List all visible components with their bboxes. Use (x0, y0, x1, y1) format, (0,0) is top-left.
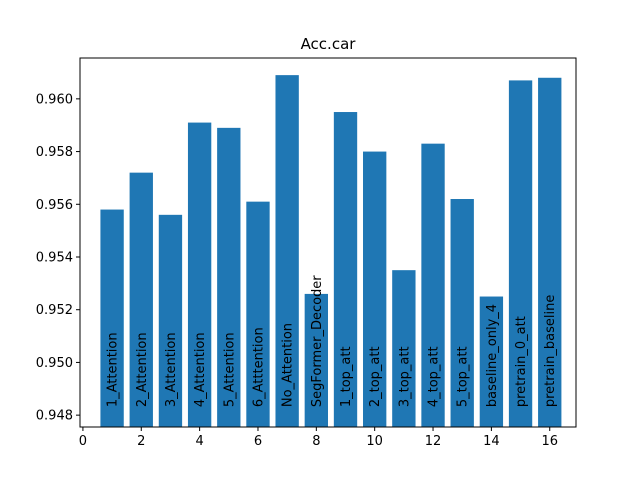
bar-2_Attention (129, 172, 153, 427)
chart-title: Acc.car (301, 35, 357, 53)
x-tick-label-8: 8 (312, 434, 320, 449)
bar-baseline_only_4 (479, 296, 504, 427)
bar-SegFormer_Decoder (304, 293, 328, 427)
bar-5_Attention (217, 127, 241, 427)
x-tick-label-6: 6 (254, 434, 262, 449)
bar-pretrain_0_att (508, 80, 533, 428)
bar-label-3_Attention: 3_Attention (164, 332, 179, 407)
bar-label-baseline_only_4: baseline_only_4 (485, 304, 500, 407)
axes-layer: 0 2 4 6 8 10 12 14 16 0.948 0.950 0.952 0.954 0.956 0.… (36, 57, 577, 449)
bar-6_Atttention (246, 201, 270, 427)
y-tick-label-6: 0.960 (36, 92, 73, 107)
x-tick-label-14: 14 (483, 434, 500, 449)
y-tick-label-3: 0.954 (36, 250, 73, 265)
y-tick-label-0: 0.948 (36, 409, 73, 424)
bar-No_Attention (275, 75, 299, 427)
bar-1_Attention (100, 209, 124, 427)
bar-label-1_top_att: 1_top_att (339, 346, 354, 407)
bars-layer (100, 75, 562, 428)
bar-label-5_top_att: 5_top_att (456, 346, 471, 407)
bar-5_top_att (450, 199, 474, 427)
y-tick-label-4: 0.956 (36, 198, 73, 213)
x-tick-label-4: 4 (195, 434, 203, 449)
x-tick-label-2: 2 (137, 434, 145, 449)
bar-4_Attention (187, 122, 212, 427)
bar-label-4_Attention: 4_Attention (193, 332, 208, 407)
bar-label-pretrain_0_att: pretrain_0_att (514, 316, 529, 407)
y-tick-label-5: 0.958 (36, 145, 73, 160)
bar-4_top_att (421, 143, 445, 427)
bar-1_top_att (333, 112, 358, 427)
bar-label-pretrain_baseline: pretrain_baseline (543, 295, 558, 408)
bar-label-3_top_att: 3_top_att (397, 346, 412, 407)
bar-label-2_Attention: 2_Attention (135, 332, 150, 407)
bar-label-6_Atttention: 6_Atttention (251, 327, 266, 407)
bar-label-4_top_att: 4_top_att (427, 346, 442, 407)
bar-label-1_Attention: 1_Attention (106, 332, 121, 407)
bar-2_top_att (363, 151, 387, 427)
bar-label-SegFormer_Decoder: SegFormer_Decoder (310, 275, 325, 407)
bar-3_Attention (158, 214, 183, 427)
bar-pretrain_baseline (538, 77, 562, 428)
y-tick-label-1: 0.950 (36, 356, 73, 371)
x-tick-label-12: 12 (425, 434, 442, 449)
bar-label-No_Attention: No_Attention (281, 323, 296, 407)
x-tick-label-10: 10 (366, 434, 383, 449)
x-tick-label-0: 0 (79, 434, 87, 449)
plot-frame (79, 57, 577, 428)
bar-label-5_Attention: 5_Attention (222, 332, 237, 407)
bar-labels-layer: 1_Attention 2_Attention 3_Attention 4_Atten… (106, 275, 559, 407)
y-tick-label-2: 0.952 (36, 303, 73, 318)
bar-label-2_top_att: 2_top_att (368, 346, 383, 407)
x-tick-label-16: 16 (541, 434, 558, 449)
bar-3_top_att (392, 270, 416, 427)
